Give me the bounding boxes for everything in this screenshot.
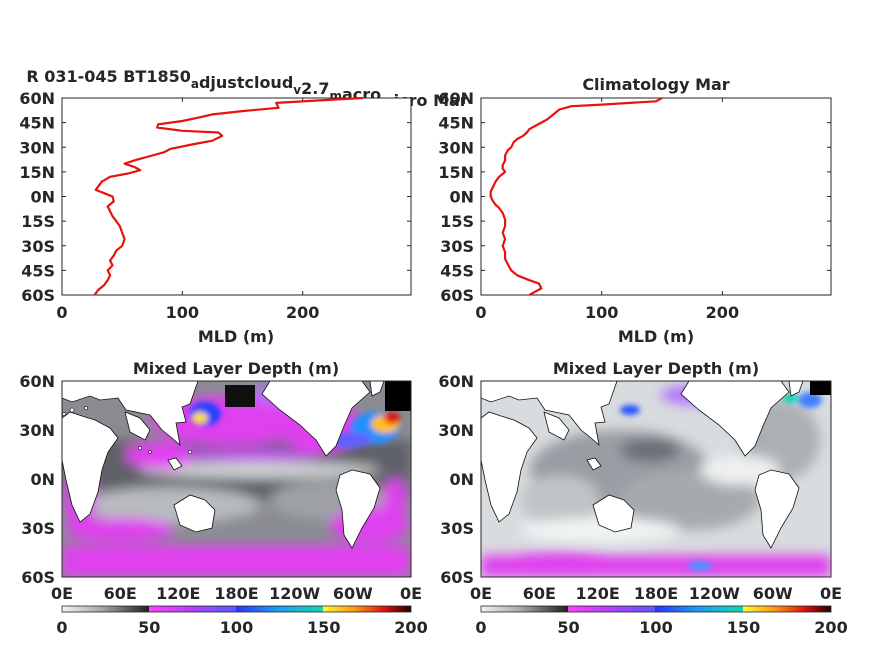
map-frame <box>480 380 832 578</box>
x-tick-label: 200 <box>286 303 319 322</box>
colorbar-tick-label: 50 <box>138 618 160 637</box>
y-tick-label: 45S <box>21 261 55 280</box>
mld-map-climatology: Mixed Layer Depth (m) <box>438 359 842 603</box>
y-ticks: 60N 45N 30N 15N 0N 15S 30S 45S 60S <box>438 89 831 305</box>
map-x-tick-label: 60E <box>104 584 137 603</box>
map-x-tick-label: 120W <box>689 584 740 603</box>
y-tick-label: 15S <box>440 212 474 231</box>
x-axis-label: MLD (m) <box>618 327 694 346</box>
y-tick-label: 60N <box>438 89 474 108</box>
map-y-tick-label: 30N <box>19 421 55 440</box>
y-tick-label: 45N <box>438 114 474 133</box>
colorbar-tick-label: 0 <box>475 618 486 637</box>
x-ticks: 0 100 200 <box>56 98 319 322</box>
y-tick-label: 60S <box>440 286 474 305</box>
colorbar-tick-label: 150 <box>727 618 760 637</box>
y-tick-label: 15N <box>438 163 474 182</box>
map-y-ticks: 60N 30N 0N 30S 60S <box>438 372 474 587</box>
colorbar-tick-label: 200 <box>814 618 847 637</box>
x-tick-label: 100 <box>585 303 618 322</box>
x-tick-label: 200 <box>706 303 739 322</box>
y-tick-label: 15N <box>19 163 55 182</box>
map-x-tick-label: 180E <box>634 584 678 603</box>
map-x-tick-label: 180E <box>214 584 258 603</box>
y-tick-label: 30S <box>440 237 474 256</box>
colorbar-tick-label: 100 <box>639 618 672 637</box>
y-ticks: 60N 45N 30N 15N 0N 15S 30S 45S 60S <box>19 89 411 305</box>
map-x-ticks: 0E 60E 120E 180E 120W 60W 0E <box>51 584 422 603</box>
mld-field <box>481 381 831 577</box>
x-tick-label: 100 <box>166 303 199 322</box>
mld-map-model: Mixed Layer Depth (m) <box>19 359 422 603</box>
x-tick-label: 0 <box>56 303 67 322</box>
plot-frame <box>61 97 412 296</box>
colorbar-tick-label: 0 <box>56 618 67 637</box>
colorbar-tick-label: 100 <box>220 618 253 637</box>
map-y-tick-label: 0N <box>30 470 55 489</box>
map-x-tick-label: 120E <box>576 584 620 603</box>
colorbar-tick-label: 50 <box>557 618 579 637</box>
mld-profile-line <box>489 97 663 296</box>
map-x-tick-label: 120E <box>156 584 200 603</box>
colorbar-tick-label: 150 <box>307 618 340 637</box>
map-frame <box>61 380 412 578</box>
plot-frame <box>480 97 832 296</box>
colorbar-right: 0 50 100 150 200 <box>475 605 848 637</box>
map-x-tick-label: 0E <box>400 584 422 603</box>
map-x-tick-label: 0E <box>470 584 492 603</box>
colorbar-ticks: 0 50 100 150 200 <box>56 618 427 637</box>
map-y-tick-label: 60N <box>19 372 55 391</box>
map-x-tick-label: 0E <box>820 584 842 603</box>
y-tick-label: 60N <box>19 89 55 108</box>
panel-title: Mixed Layer Depth (m) <box>133 359 339 378</box>
y-tick-label: 30N <box>19 138 55 157</box>
y-tick-label: 45N <box>19 114 55 133</box>
y-tick-label: 15S <box>21 212 55 231</box>
x-axis-label: MLD (m) <box>198 327 274 346</box>
colorbar-left: 0 50 100 150 200 <box>56 605 428 637</box>
y-tick-label: 60S <box>21 286 55 305</box>
map-x-tick-label: 60E <box>523 584 556 603</box>
y-tick-label: 30N <box>438 138 474 157</box>
map-x-tick-label: 60W <box>333 584 373 603</box>
panel-title: Climatology Mar <box>582 75 729 94</box>
map-x-ticks: 0E 60E 120E 180E 120W 60W 0E <box>470 584 842 603</box>
profile-panel-climatology: Climatology Mar 60N45N30N15N0N15S30S45S6… <box>438 75 832 346</box>
mld-profile-line <box>93 96 363 296</box>
map-y-tick-label: 60S <box>440 568 474 587</box>
map-x-tick-label: 120W <box>269 584 320 603</box>
x-tick-label: 0 <box>475 303 486 322</box>
y-tick-label: 0N <box>30 188 55 207</box>
map-y-tick-label: 30S <box>21 519 55 538</box>
map-y-tick-label: 60S <box>21 568 55 587</box>
map-y-tick-label: 0N <box>449 470 474 489</box>
profile-panel-model: R 031-045 BT1850adjustcloudv2.7macromicr… <box>19 67 467 346</box>
y-tick-label: 30S <box>21 237 55 256</box>
map-y-ticks: 60N 30N 0N 30S 60S <box>19 372 55 587</box>
x-ticks: 0 100 200 <box>475 98 739 322</box>
y-tick-label: 0N <box>449 188 474 207</box>
map-x-tick-label: 0E <box>51 584 73 603</box>
colorbar-ticks: 0 50 100 150 200 <box>475 618 847 637</box>
map-y-tick-label: 30N <box>438 421 474 440</box>
colorbar-tick-label: 200 <box>394 618 427 637</box>
mld-field <box>62 381 411 577</box>
map-y-tick-label: 60N <box>438 372 474 391</box>
map-y-tick-label: 30S <box>440 519 474 538</box>
panel-title: R 031-045 BT1850adjustcloudv2.7macromicr… <box>26 67 467 110</box>
map-x-tick-label: 60W <box>753 584 793 603</box>
y-tick-label: 45S <box>440 261 474 280</box>
panel-title: Mixed Layer Depth (m) <box>553 359 759 378</box>
